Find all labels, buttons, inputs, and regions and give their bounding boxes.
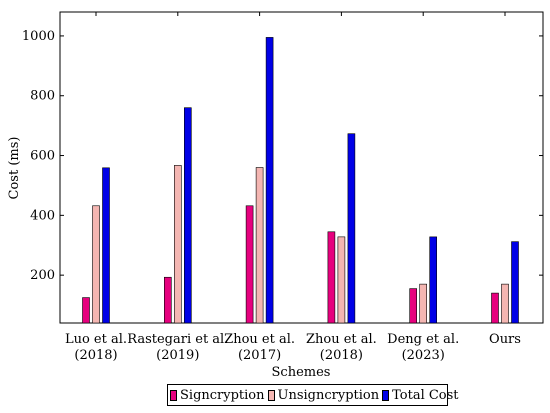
bar-unsigncryption [501, 283, 509, 324]
y-tick-label: 400 [30, 208, 55, 223]
bar-signcryption [327, 231, 336, 324]
legend-label: Total Cost [392, 387, 459, 403]
chart-legend: Signcryption Unsigncryption Total Cost [167, 384, 459, 406]
bar-signcryption [82, 297, 90, 324]
legend-swatch [382, 389, 390, 401]
y-tick-label: 800 [30, 89, 55, 104]
x-category-label: (2017) [238, 348, 281, 363]
bar-total-cost [265, 37, 274, 324]
x-category-label: (2019) [156, 348, 199, 363]
x-category-label: Zhou et al. [224, 332, 295, 347]
bar-total-cost [511, 241, 519, 324]
bar-unsigncryption [174, 165, 182, 324]
bar-signcryption [409, 288, 418, 324]
bar-total-cost [184, 107, 192, 324]
x-category-label: Ours [489, 332, 521, 347]
bar-unsigncryption [92, 205, 100, 324]
bar-unsigncryption [255, 167, 264, 324]
y-axis-ticks: 200 400 600 800 1000 [22, 29, 543, 283]
plot-frame [59, 11, 544, 324]
bar-unsigncryption [337, 236, 346, 324]
x-axis-title: Schemes [272, 365, 331, 380]
bar-total-cost [429, 236, 438, 324]
x-category-label: (2023) [402, 348, 445, 363]
bar-signcryption [245, 205, 254, 324]
x-category-label: Luo et al. [65, 332, 127, 347]
x-category-label: Rastegari et al. [127, 332, 228, 347]
y-tick-label: 200 [30, 268, 55, 283]
x-category-label: Deng et al. [387, 332, 459, 347]
bar-signcryption [164, 276, 172, 324]
legend-item: Unsigncryption [267, 387, 380, 403]
x-axis-category-labels: Luo et al.(2018)Rastegari et al.(2019)Zh… [65, 332, 521, 363]
x-category-label: (2018) [74, 348, 117, 363]
bar-total-cost [347, 133, 356, 324]
x-category-label: Zhou et al. [306, 332, 377, 347]
bar-signcryption [491, 292, 499, 324]
legend-item: Signcryption [170, 388, 265, 403]
bar-unsigncryption [419, 283, 428, 324]
legend-item: Total Cost [382, 387, 459, 403]
y-axis-title: Cost (ms) [7, 137, 22, 200]
legend-swatch [170, 389, 177, 401]
bar-groups [82, 12, 519, 324]
y-tick-label: 1000 [22, 29, 55, 44]
bar-total-cost [102, 167, 110, 324]
y-tick-label: 600 [30, 149, 55, 164]
legend-label: Unsigncryption [277, 387, 380, 403]
legend-label: Signcryption [180, 387, 265, 403]
legend-swatch [267, 389, 275, 401]
x-category-label: (2018) [320, 348, 363, 363]
